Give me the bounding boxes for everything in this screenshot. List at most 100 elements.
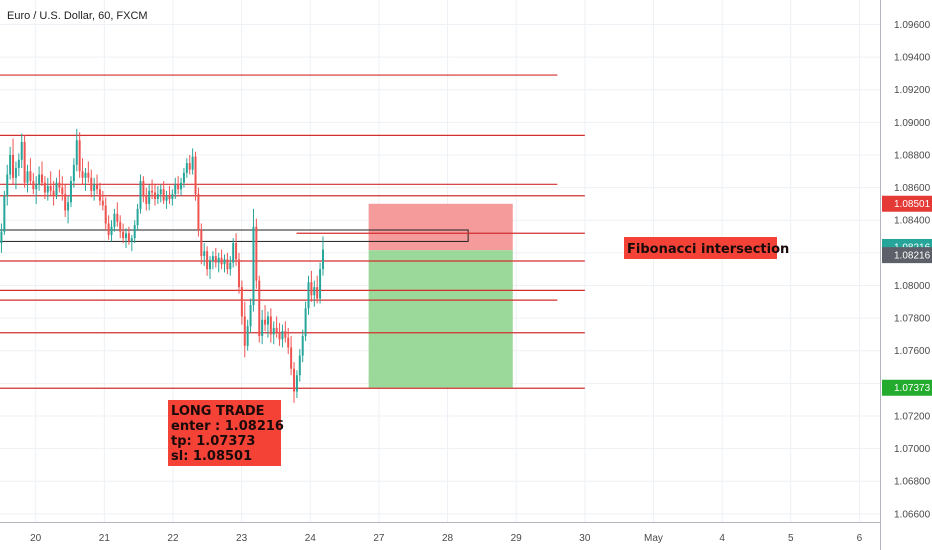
candle-body bbox=[226, 259, 229, 270]
x-tick-label: 23 bbox=[236, 533, 248, 544]
candle-body bbox=[313, 287, 316, 296]
price-badge-label: 1.08501 bbox=[894, 199, 931, 210]
candle-body bbox=[145, 195, 148, 204]
candle-body bbox=[119, 221, 122, 232]
y-tick-label: 1.07200 bbox=[894, 411, 931, 422]
candle-body bbox=[55, 182, 58, 196]
candle-body bbox=[307, 282, 310, 309]
candle-body bbox=[255, 226, 258, 281]
candle-body bbox=[174, 184, 177, 195]
candle-body bbox=[35, 184, 38, 190]
candle-body bbox=[264, 319, 267, 325]
candle-body bbox=[130, 238, 133, 242]
candle-body bbox=[165, 195, 168, 201]
price-badge bbox=[882, 247, 932, 264]
candle-body bbox=[61, 187, 64, 195]
candle-body bbox=[75, 140, 78, 165]
candle-body bbox=[261, 319, 264, 337]
candle-body bbox=[43, 182, 46, 193]
candle-body bbox=[272, 327, 275, 335]
candle-body bbox=[26, 171, 29, 183]
candle-body bbox=[278, 332, 281, 340]
candle-body bbox=[64, 194, 67, 211]
candle-body bbox=[203, 251, 206, 257]
candle-body bbox=[14, 168, 17, 178]
candle-body bbox=[78, 140, 81, 172]
y-tick-label: 1.09600 bbox=[894, 20, 931, 31]
price-badge-label: 1.07373 bbox=[894, 383, 931, 394]
candle-body bbox=[246, 326, 249, 346]
trade-note-line: LONG TRADE bbox=[171, 404, 265, 419]
x-tick-label: 28 bbox=[442, 533, 454, 544]
candle-body bbox=[90, 177, 93, 191]
candle-body bbox=[69, 181, 72, 203]
fib-note-box bbox=[624, 237, 777, 259]
candle-body bbox=[295, 375, 298, 392]
candle-body bbox=[122, 231, 125, 239]
candle-body bbox=[284, 331, 287, 338]
trade-note-line: enter : 1.08216 bbox=[171, 419, 284, 434]
x-tick-label: 30 bbox=[579, 533, 591, 544]
candle-body bbox=[321, 249, 324, 270]
candle-body bbox=[206, 251, 209, 270]
candle-body bbox=[20, 141, 23, 160]
x-tick-label: 6 bbox=[857, 533, 863, 544]
candle-body bbox=[211, 256, 214, 261]
candle-body bbox=[153, 192, 156, 200]
x-tick-label: 27 bbox=[373, 533, 385, 544]
stop-loss-zone bbox=[368, 203, 513, 251]
candle-body bbox=[41, 174, 44, 183]
y-tick-label: 1.09200 bbox=[894, 85, 931, 96]
candle-body bbox=[52, 190, 55, 196]
annotations: Euro / U.S. Dollar, 60, FXCM Fibonacci i… bbox=[7, 10, 789, 466]
candle-body bbox=[107, 223, 110, 235]
candle-body bbox=[17, 159, 20, 169]
candle-body bbox=[168, 195, 171, 200]
y-tick-label: 1.07600 bbox=[894, 346, 931, 357]
x-tick-label: May bbox=[644, 533, 663, 544]
x-tick-label: 20 bbox=[30, 533, 42, 544]
y-tick-label: 1.07000 bbox=[894, 444, 931, 455]
candle-body bbox=[293, 368, 296, 392]
x-tick-label: 5 bbox=[788, 533, 794, 544]
candle-body bbox=[220, 257, 223, 265]
candle-body bbox=[49, 185, 52, 191]
trade-note-box bbox=[168, 400, 281, 466]
candle-body bbox=[171, 194, 174, 200]
candle-body bbox=[214, 256, 217, 263]
candle-body bbox=[182, 172, 185, 183]
candle-body bbox=[46, 185, 49, 193]
candle-body bbox=[316, 287, 319, 299]
y-tick-label: 1.06600 bbox=[894, 509, 931, 520]
candle-body bbox=[127, 233, 130, 242]
candle-body bbox=[136, 208, 139, 226]
candle-body bbox=[275, 327, 278, 333]
candle-body bbox=[235, 243, 238, 260]
fib-note-text: Fibonacci intersection bbox=[627, 242, 789, 257]
candle-body bbox=[139, 181, 142, 209]
candle-body bbox=[3, 195, 6, 232]
fib-note: Fibonacci intersection bbox=[624, 237, 789, 259]
candle-body bbox=[258, 280, 261, 337]
candle-body bbox=[113, 213, 116, 227]
candle-body bbox=[32, 181, 35, 190]
candle-body bbox=[194, 156, 197, 195]
x-tick-label: 22 bbox=[167, 533, 179, 544]
candle-body bbox=[217, 257, 220, 263]
candle-body bbox=[9, 154, 12, 175]
candle-body bbox=[84, 172, 87, 178]
candle-body bbox=[177, 184, 180, 190]
candle-body bbox=[240, 287, 243, 317]
take-profit-zone bbox=[368, 250, 513, 388]
candle-body bbox=[185, 163, 188, 173]
x-tick-label: 4 bbox=[719, 533, 725, 544]
candle-body bbox=[310, 282, 313, 296]
candle-body bbox=[133, 225, 136, 239]
candle-body bbox=[188, 163, 191, 170]
candle-body bbox=[290, 347, 293, 369]
x-tick-label: 29 bbox=[511, 533, 523, 544]
candle-body bbox=[0, 231, 3, 244]
